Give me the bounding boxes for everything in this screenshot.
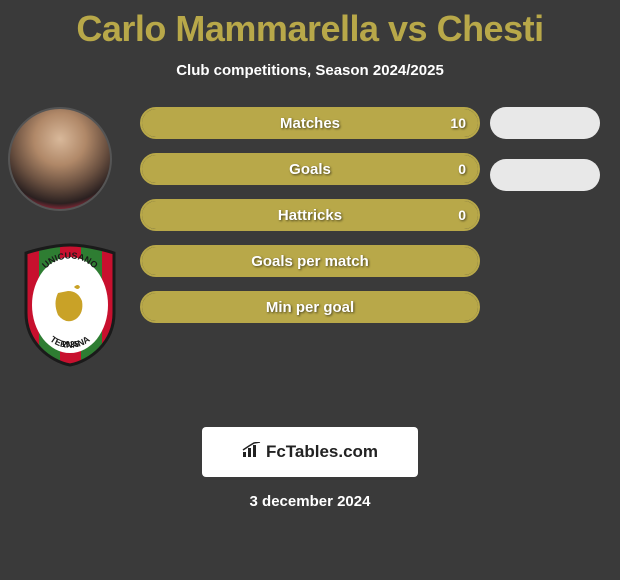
stat-label: Matches [280, 115, 340, 132]
stat-row-min-per-goal: Min per goal [140, 291, 480, 323]
club-badge-left: UNICUSANO TERNANA 1925 [18, 243, 122, 367]
stat-label: Min per goal [266, 299, 354, 316]
stat-value: 0 [458, 161, 466, 177]
badge-year: 1925 [61, 340, 79, 349]
stat-bars-container: Matches 10 Goals 0 Hattricks 0 Goals per… [140, 107, 480, 337]
right-ovals-container [490, 107, 600, 211]
stat-label: Goals [289, 161, 331, 178]
right-oval [490, 107, 600, 139]
stat-row-hattricks: Hattricks 0 [140, 199, 480, 231]
page-title: Carlo Mammarella vs Chesti [0, 0, 620, 50]
stat-value: 10 [450, 115, 466, 131]
stat-row-matches: Matches 10 [140, 107, 480, 139]
right-oval [490, 159, 600, 191]
player-avatar-left [8, 107, 112, 211]
stat-label: Goals per match [251, 253, 369, 270]
footer-brand-box[interactable]: FcTables.com [202, 427, 418, 477]
footer-brand-text: FcTables.com [266, 442, 378, 462]
stat-row-goals-per-match: Goals per match [140, 245, 480, 277]
subtitle: Club competitions, Season 2024/2025 [0, 62, 620, 79]
stat-value: 0 [458, 207, 466, 223]
stat-row-goals: Goals 0 [140, 153, 480, 185]
footer-date: 3 december 2024 [0, 493, 620, 510]
chart-icon [242, 442, 262, 463]
stat-label: Hattricks [278, 207, 342, 224]
comparison-area: UNICUSANO TERNANA 1925 Matches 10 Goals … [0, 107, 620, 417]
